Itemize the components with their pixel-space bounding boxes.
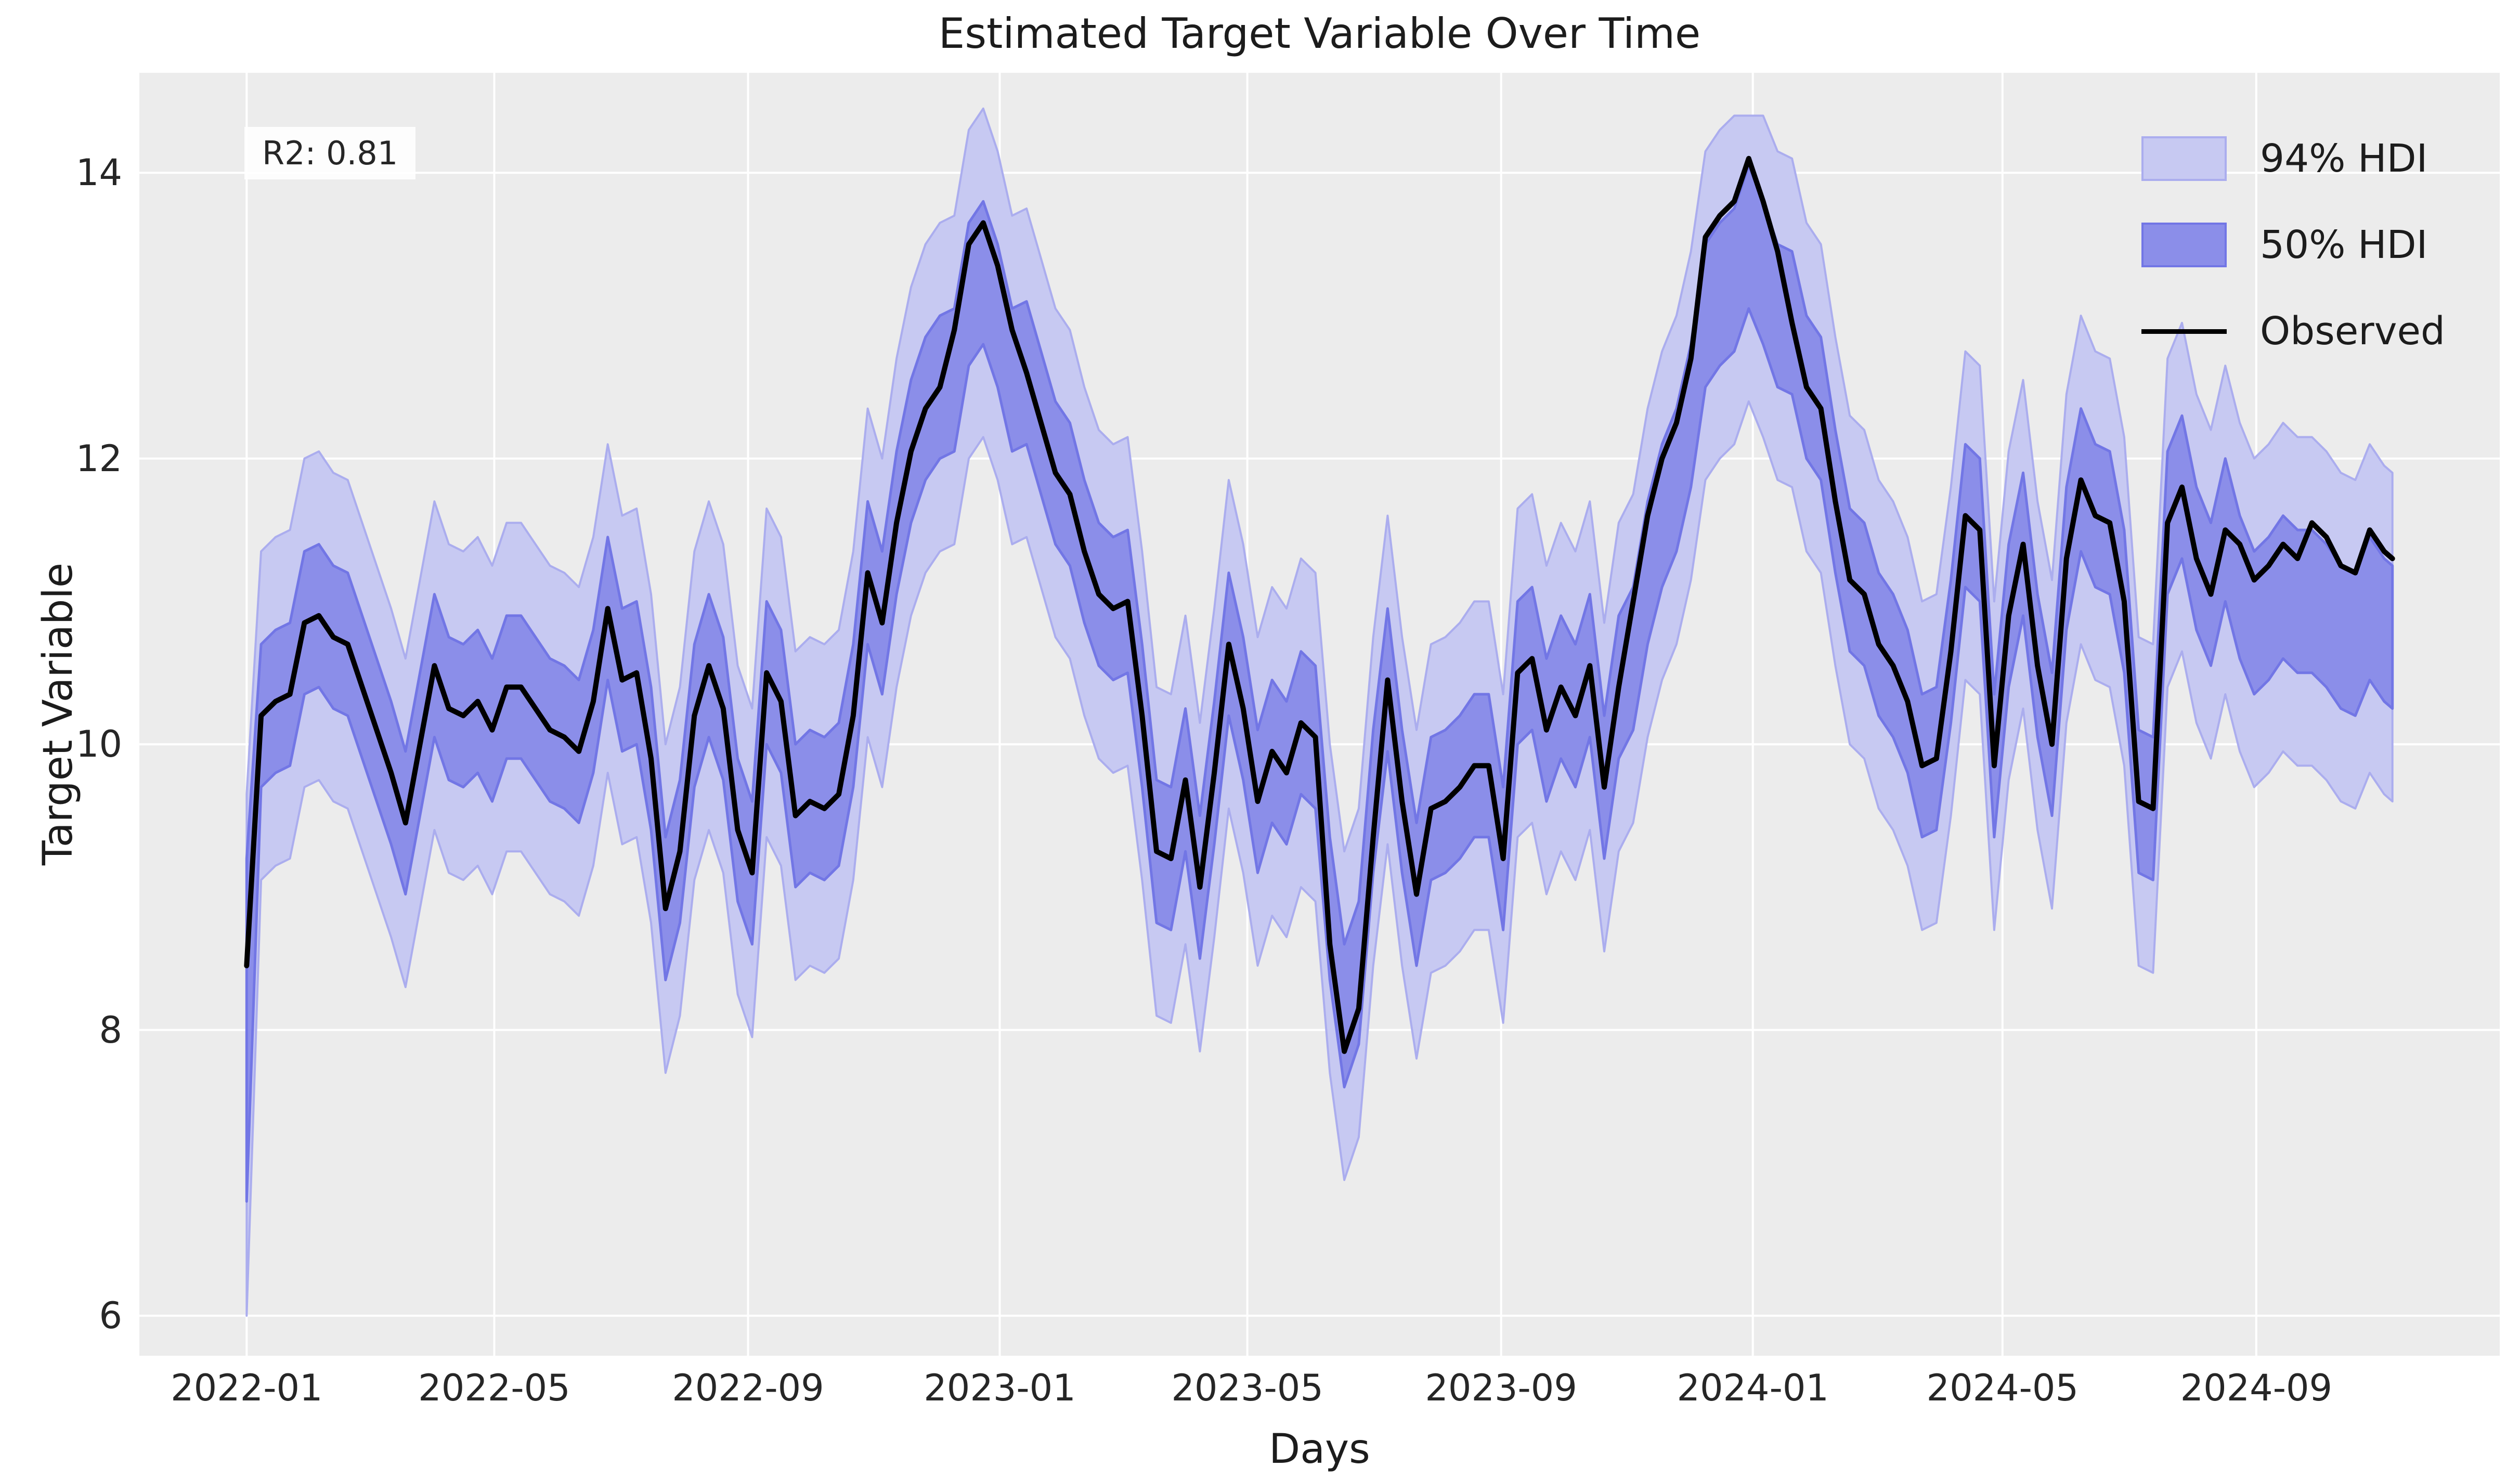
observed-line <box>244 155 2395 1054</box>
hdi50-band <box>245 164 2394 1203</box>
